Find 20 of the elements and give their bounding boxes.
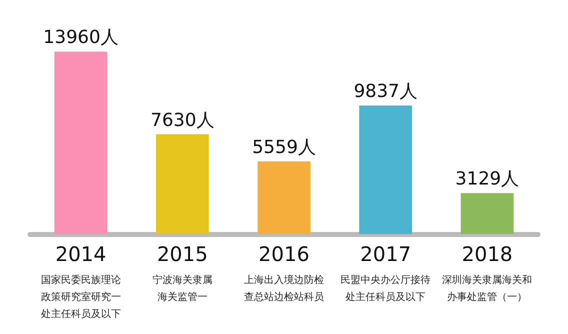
x-tick-label: 2015 xyxy=(156,242,208,266)
bar xyxy=(258,161,310,234)
data-label: 7630人 xyxy=(150,110,214,131)
bar xyxy=(156,134,209,234)
x-tick-label: 2014 xyxy=(55,242,106,266)
x-tick-label: 2017 xyxy=(360,242,412,266)
bar xyxy=(460,193,514,234)
data-label: 13960人 xyxy=(43,27,118,48)
text: 民盟中央办公厅接待处主任科员及以下 xyxy=(340,274,431,303)
data-label: 3129人 xyxy=(455,168,520,190)
text: 上海出入境边防检查总站边检站科员 xyxy=(244,274,324,303)
bar xyxy=(359,105,412,234)
data-label: 9837人 xyxy=(354,80,418,102)
text: 国家民委民族理论政策研究室研究一处主任科员及以下 xyxy=(40,274,121,320)
text: 宁波海关隶属海关监管一 xyxy=(152,274,212,303)
x-tick-label: 2016 xyxy=(258,242,310,266)
data-label: 5559人 xyxy=(252,136,316,158)
bar xyxy=(54,52,108,234)
x-tick-label: 2018 xyxy=(462,242,513,266)
text: 深圳海关隶属海关和办事处监管（一） xyxy=(442,274,532,303)
